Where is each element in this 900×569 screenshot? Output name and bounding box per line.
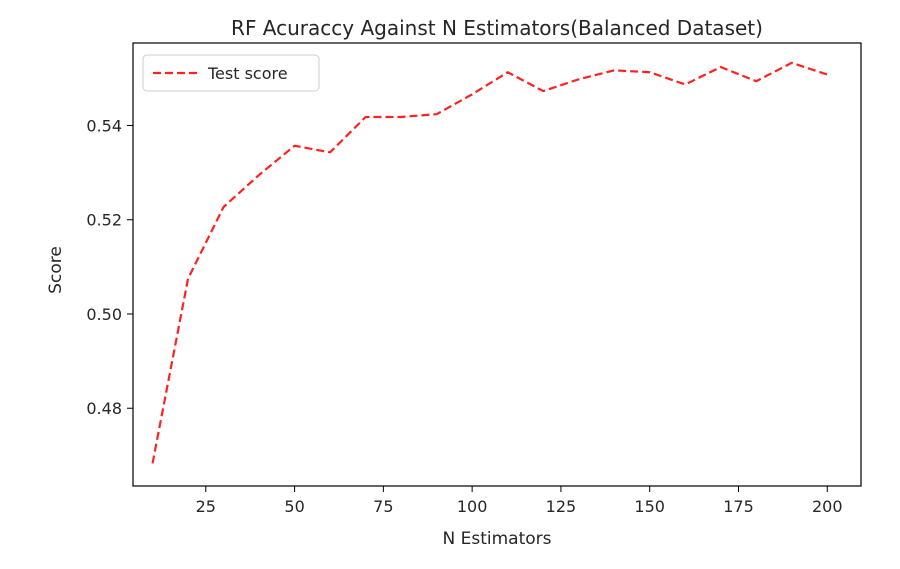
x-tick-label: 75 bbox=[373, 497, 393, 516]
y-tick-label: 0.48 bbox=[86, 399, 122, 418]
x-tick-label: 25 bbox=[196, 497, 216, 516]
legend-box bbox=[142, 54, 320, 92]
series-layer bbox=[151, 61, 828, 464]
x-axis: 25 50 75 100 125 150 175 200 bbox=[196, 486, 843, 516]
x-axis-label: N Estimators bbox=[443, 529, 552, 549]
x-tick-label: 150 bbox=[634, 497, 665, 516]
y-tick-label: 0.52 bbox=[86, 211, 122, 230]
y-tick-label: 0.50 bbox=[86, 305, 122, 324]
series-line-test-score bbox=[151, 61, 828, 464]
legend: Test score bbox=[142, 54, 320, 92]
y-axis-label: Score bbox=[46, 246, 66, 294]
x-tick-label: 175 bbox=[723, 497, 754, 516]
plot-frame bbox=[132, 42, 862, 487]
y-tick-label: 0.54 bbox=[86, 116, 122, 135]
chart-title: RF Acuraccy Against N Estimators(Balance… bbox=[231, 16, 763, 40]
x-tick-label: 50 bbox=[284, 497, 304, 516]
plot-area bbox=[133, 43, 861, 486]
x-tick-label: 125 bbox=[546, 497, 577, 516]
x-tick-label: 100 bbox=[457, 497, 488, 516]
y-axis: 0.48 0.50 0.52 0.54 bbox=[86, 116, 133, 418]
x-tick-label: 200 bbox=[812, 497, 843, 516]
legend-label: Test score bbox=[207, 64, 288, 83]
